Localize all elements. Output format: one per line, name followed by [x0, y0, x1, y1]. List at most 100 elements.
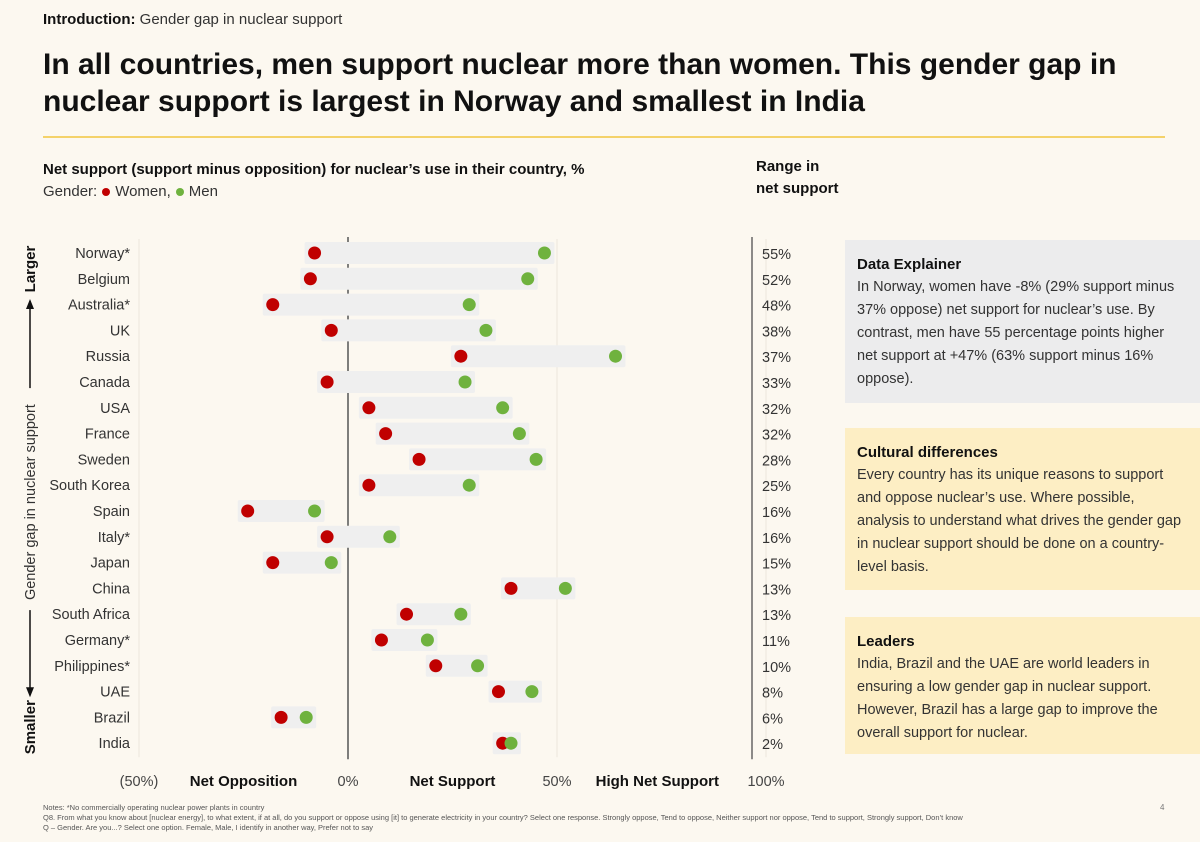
section-intro: Introduction: Gender gap in nuclear supp…: [43, 11, 342, 28]
legend-women-dot: [102, 187, 111, 196]
range-value: 25%: [762, 479, 791, 495]
range-heading-line2: net support: [756, 180, 839, 197]
men-point: [324, 556, 338, 570]
x-axis-region-label: High Net Support: [596, 773, 719, 790]
leaders-text: India, Brazil and the UAE are world lead…: [857, 656, 1158, 741]
country-label: Brazil: [94, 710, 130, 726]
men-point: [479, 323, 493, 337]
country-label: South Africa: [52, 607, 131, 623]
footnote-1: Notes: *No commercially operating nuclea…: [43, 803, 265, 812]
women-point: [400, 607, 414, 621]
gap-bar: [262, 551, 342, 574]
women-point: [504, 581, 518, 595]
range-value: 32%: [762, 428, 791, 444]
y-axis-bottom-label: Smaller: [22, 700, 39, 754]
title-divider: [43, 136, 1165, 138]
country-label: Spain: [93, 504, 130, 520]
range-value: 2%: [762, 737, 783, 753]
country-label: Norway*: [75, 246, 130, 262]
x-tick-label: 0%: [338, 774, 359, 790]
range-value: 55%: [762, 247, 791, 263]
men-point: [462, 478, 476, 492]
men-point: [525, 685, 539, 699]
men-point: [383, 530, 397, 544]
leaders-box: Leaders India, Brazil and the UAE are wo…: [845, 617, 1200, 754]
range-heading: Range in net support: [756, 156, 839, 200]
women-point: [320, 375, 334, 389]
legend-label: Gender:: [43, 183, 98, 200]
range-value: 16%: [762, 505, 791, 521]
men-point: [299, 710, 313, 724]
footnote-2: Q8. From what you know about [nuclear en…: [43, 813, 963, 822]
men-point: [462, 298, 476, 312]
gap-bar: [375, 422, 530, 445]
range-value: 16%: [762, 531, 791, 547]
country-label: Japan: [90, 556, 130, 572]
range-value: 10%: [762, 660, 791, 676]
page-number: 4: [1160, 803, 1165, 812]
range-value: 13%: [762, 582, 791, 598]
women-point: [491, 685, 505, 699]
country-label: South Korea: [49, 478, 131, 494]
gap-bar: [501, 577, 576, 600]
range-value: 8%: [762, 686, 783, 702]
women-point: [266, 556, 280, 570]
women-point: [412, 452, 426, 466]
women-point: [266, 298, 280, 312]
page-title: In all countries, men support nuclear mo…: [43, 48, 1117, 118]
gap-bar: [371, 629, 438, 651]
men-point: [512, 427, 526, 441]
men-point: [420, 633, 434, 647]
women-point: [454, 349, 468, 363]
country-label: France: [85, 427, 130, 443]
gap-bar: [450, 345, 626, 368]
women-point: [379, 427, 393, 441]
women-point: [308, 246, 322, 260]
legend-women-label: Women,: [115, 183, 171, 200]
country-label: Canada: [79, 375, 131, 391]
legend-men-dot: [175, 187, 184, 196]
gap-bar: [317, 371, 476, 393]
cultural-differences-title: Cultural differences: [857, 444, 998, 461]
x-axis-region-label: Net Opposition: [190, 773, 298, 790]
women-point: [320, 530, 334, 544]
leaders-title: Leaders: [857, 633, 915, 650]
gap-bar: [317, 525, 400, 548]
footnote-3: Q – Gender. Are you...? Select one optio…: [43, 823, 374, 832]
men-point: [504, 736, 518, 750]
range-value: 28%: [762, 453, 791, 469]
data-explainer-title: Data Explainer: [857, 256, 962, 273]
chart-subtitle: Net support (support minus opposition) f…: [43, 161, 585, 178]
women-point: [362, 478, 376, 492]
range-value: 32%: [762, 402, 791, 418]
y-axis-label: Gender gap in nuclear support: [23, 404, 39, 600]
x-tick-label: 100%: [747, 774, 784, 790]
gap-bar: [304, 242, 555, 264]
country-label: UK: [110, 323, 130, 339]
men-point: [471, 659, 485, 673]
intro-prefix: Introduction:: [43, 11, 136, 28]
women-point: [374, 633, 388, 647]
country-label: India: [99, 736, 131, 752]
intro-text: Gender gap in nuclear support: [139, 11, 343, 28]
women-point: [429, 659, 443, 673]
x-axis-region-label: Net Support: [410, 773, 496, 790]
range-value: 33%: [762, 376, 791, 392]
y-axis-arrow-down-head: [26, 687, 34, 698]
women-point: [274, 710, 288, 724]
y-axis-top-label: Larger: [22, 245, 39, 292]
men-point: [458, 375, 472, 389]
x-tick-label: 50%: [542, 774, 571, 790]
country-label: Germany*: [65, 633, 131, 649]
country-label: UAE: [100, 685, 130, 701]
men-point: [529, 452, 543, 466]
country-label: USA: [100, 401, 130, 417]
men-point: [537, 246, 551, 260]
range-value: 52%: [762, 273, 791, 289]
data-explainer-box: Data Explainer In Norway, women have -8%…: [845, 240, 1200, 403]
range-value: 15%: [762, 557, 791, 573]
country-label: Italy*: [98, 530, 131, 546]
women-point: [241, 504, 255, 518]
range-value: 48%: [762, 299, 791, 315]
x-tick-label: (50%): [120, 774, 159, 790]
